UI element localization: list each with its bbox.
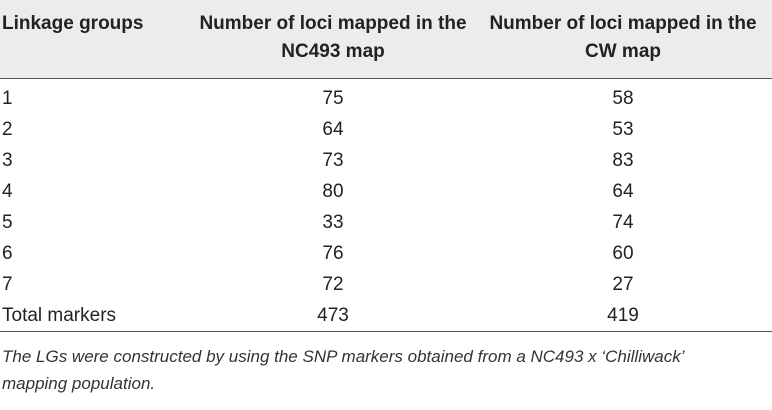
- table-header: Linkage groups Number of loci mapped in …: [0, 0, 772, 79]
- cell-nc493-count: 76: [322, 243, 344, 264]
- data-table-container: Linkage groups Number of loci mapped in …: [0, 0, 772, 393]
- loci-mapping-table: Linkage groups Number of loci mapped in …: [0, 0, 772, 332]
- header-cw-loci: Number of loci mapped in the CW map: [474, 0, 772, 79]
- cell-cw-total: 419: [474, 300, 772, 332]
- cell-cw-count: 27: [612, 274, 634, 295]
- table-row: 3 73 83: [0, 145, 772, 176]
- header-row: Linkage groups Number of loci mapped in …: [0, 0, 772, 79]
- cell-cw-count: 58: [612, 88, 634, 109]
- cell-cw-count: 64: [612, 181, 634, 202]
- table-row: 2 64 53: [0, 114, 772, 145]
- cell-linkage-group: 2: [2, 119, 13, 140]
- cell-nc493-count: 75: [322, 88, 344, 109]
- header-nc493-loci: Number of loci mapped in the NC493 map: [192, 0, 474, 79]
- cell-cw-count: 83: [612, 150, 634, 171]
- cell-total-label: Total markers: [0, 300, 192, 332]
- cell-linkage-group: 4: [2, 181, 13, 202]
- cell-nc493-total: 473: [192, 300, 474, 332]
- cell-nc493-count: 80: [322, 181, 344, 202]
- cell-linkage-group: 1: [2, 88, 13, 109]
- table-row: 6 76 60: [0, 238, 772, 269]
- table-row: 5 33 74: [0, 207, 772, 238]
- table-row-total: Total markers 473 419: [0, 300, 772, 332]
- cell-linkage-group: 7: [2, 274, 13, 295]
- table-row: 1 75 58: [0, 83, 772, 114]
- cell-nc493-count: 33: [322, 212, 344, 233]
- table-footnote: The LGs were constructed by using the SN…: [2, 347, 684, 393]
- table-row: 7 72 27: [0, 269, 772, 300]
- cell-cw-count: 60: [612, 243, 634, 264]
- cell-nc493-count: 72: [322, 274, 344, 295]
- header-linkage-groups: Linkage groups: [0, 0, 192, 79]
- cell-cw-count: 74: [612, 212, 634, 233]
- cell-nc493-count: 64: [322, 119, 344, 140]
- cell-linkage-group: 6: [2, 243, 13, 264]
- cell-linkage-group: 5: [2, 212, 13, 233]
- cell-linkage-group: 3: [2, 150, 13, 171]
- cell-cw-count: 53: [612, 119, 634, 140]
- cell-nc493-count: 73: [322, 150, 344, 171]
- table-row: 4 80 64: [0, 176, 772, 207]
- table-body: 1 75 58 2 64 53 3 73 83 4 80 64 5 33: [0, 79, 772, 332]
